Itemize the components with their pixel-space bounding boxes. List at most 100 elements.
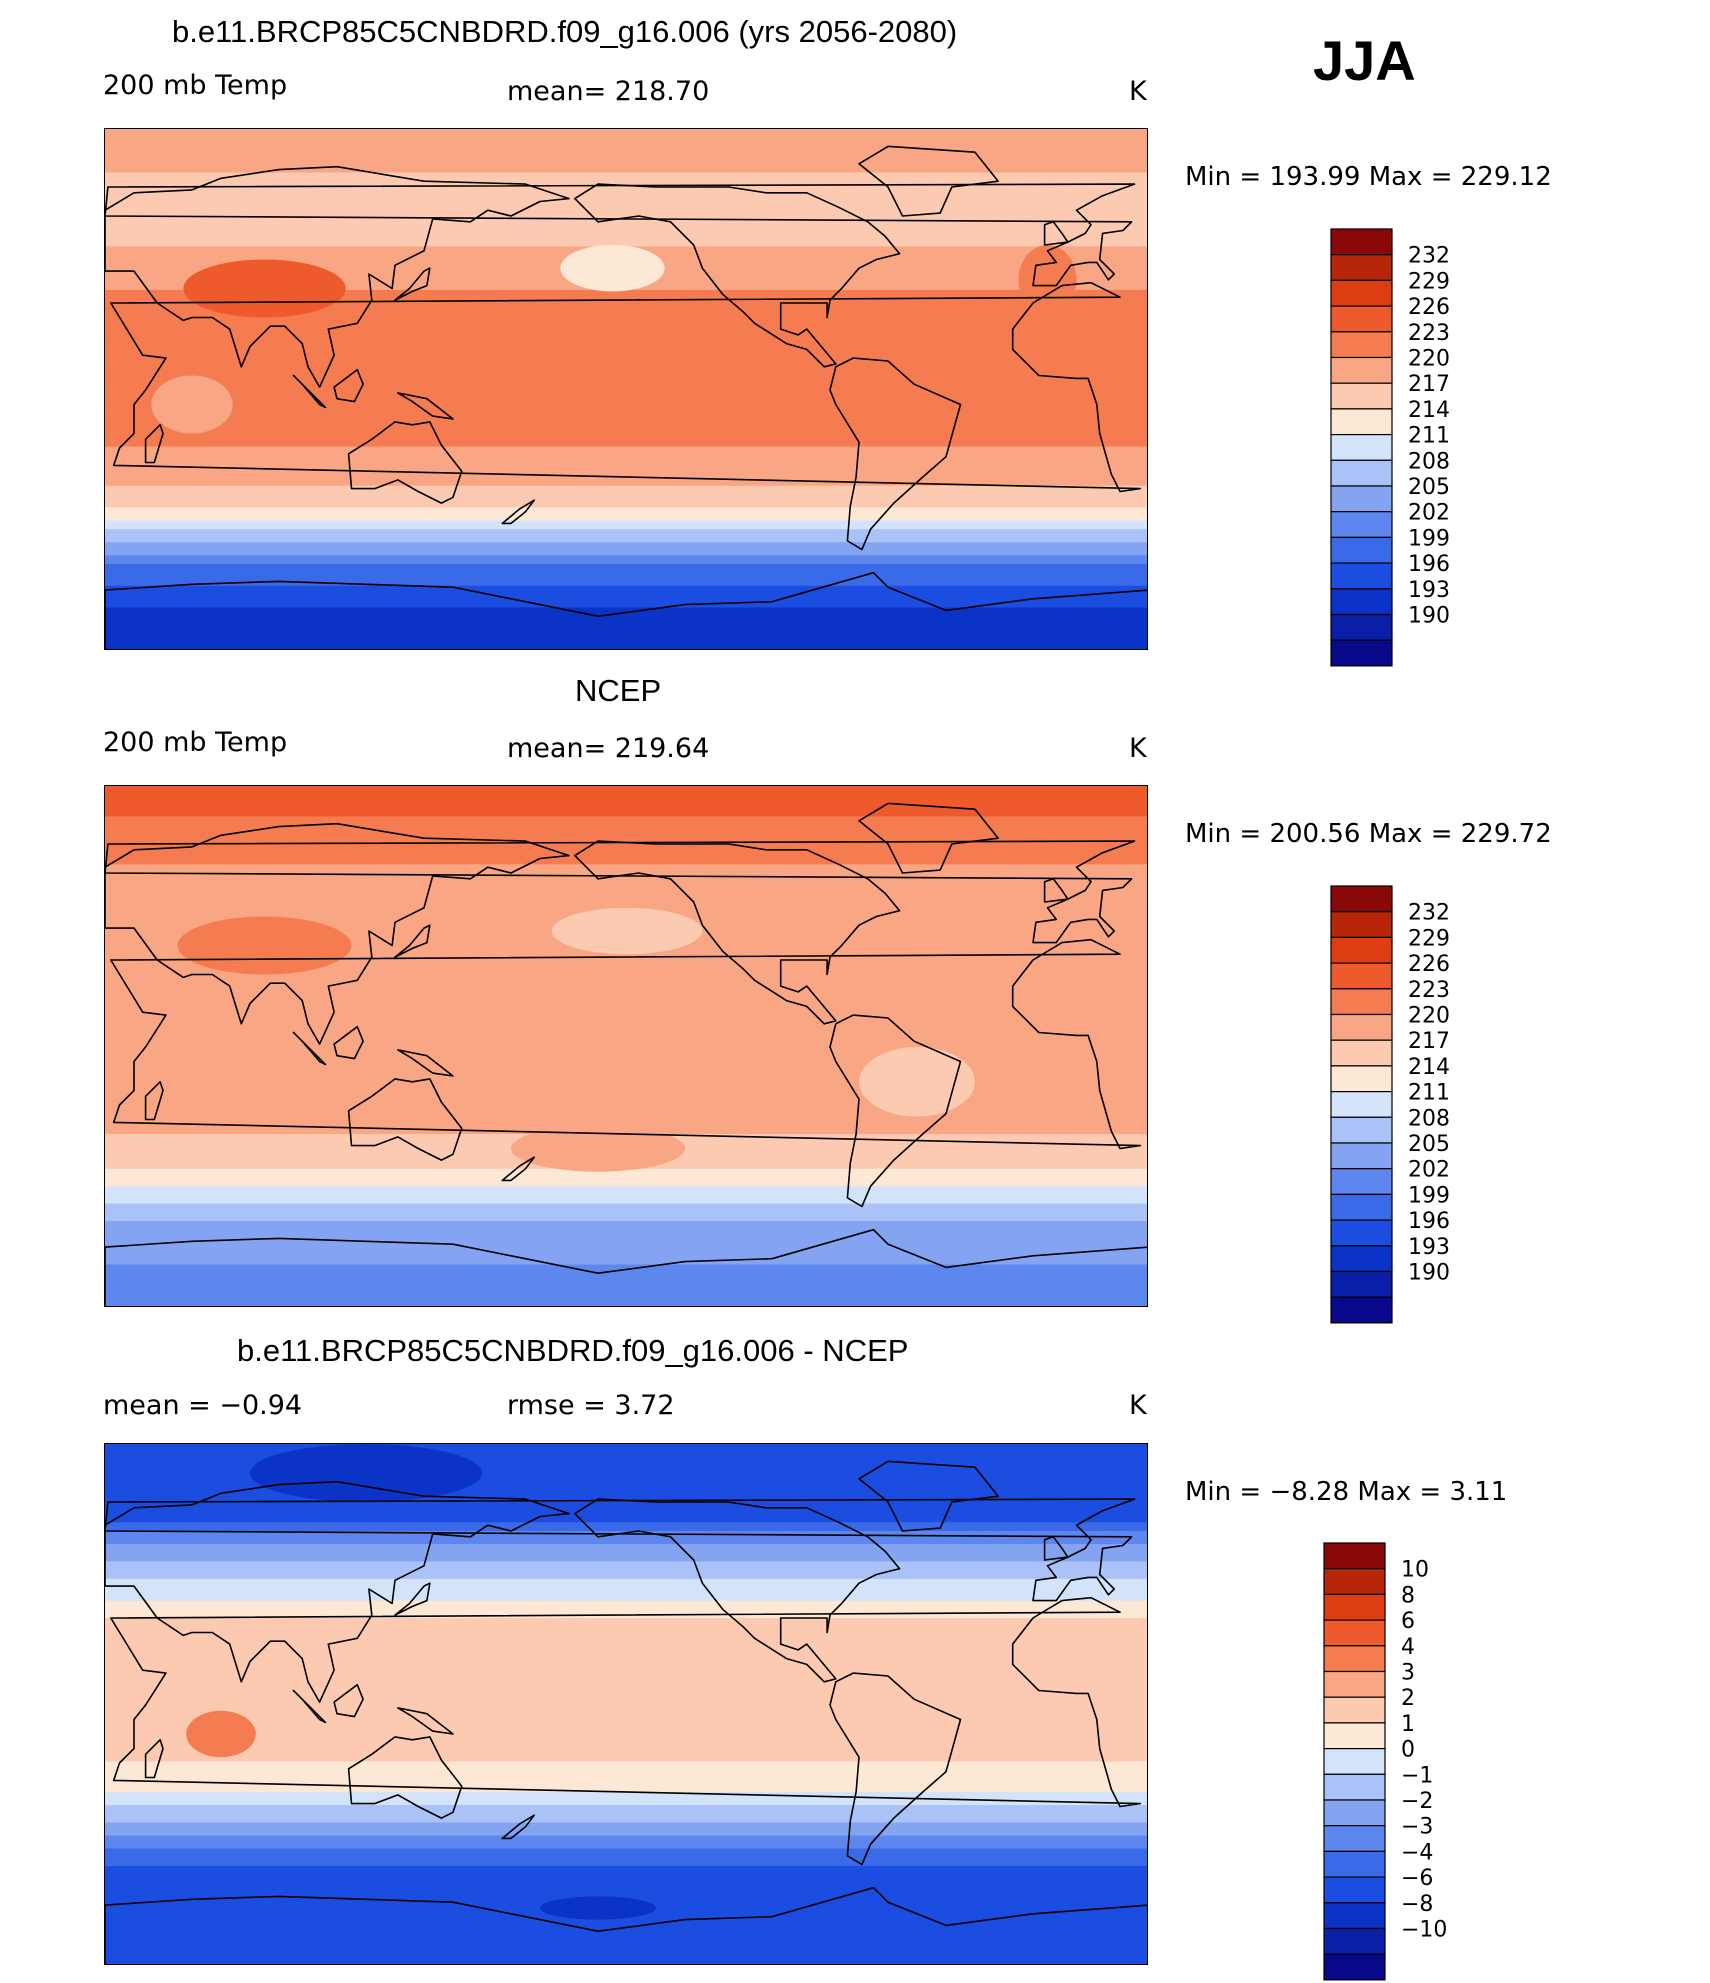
contour-band <box>105 786 1147 791</box>
contour-band <box>105 1461 1147 1467</box>
contour-band <box>105 394 1147 400</box>
contour-band <box>105 1186 1147 1192</box>
contour-band <box>105 1613 1147 1619</box>
contour-band <box>105 133 1147 139</box>
colorbar-swatch <box>1323 1619 1386 1647</box>
contour-band <box>105 211 1147 217</box>
colorbar-tick-label: 196 <box>1408 552 1450 577</box>
land-sumatra <box>292 1689 327 1724</box>
contour-band <box>105 1570 1147 1576</box>
map-field <box>105 1444 1147 1964</box>
contour-band <box>105 1657 1147 1663</box>
colorbar-swatch <box>1330 254 1393 281</box>
colorbar-tick-label: 193 <box>1408 1235 1450 1260</box>
contour-band <box>105 1181 1147 1187</box>
colorbar-tick-label: 190 <box>1408 603 1450 628</box>
contour-band <box>105 237 1147 243</box>
contour-band <box>105 794 1147 800</box>
colorbar-tick-label: 3 <box>1401 1660 1415 1685</box>
contour-band <box>105 433 1147 439</box>
contour-band <box>105 899 1147 905</box>
contour-band <box>105 1042 1147 1048</box>
contour-band <box>105 620 1147 626</box>
contour-band <box>105 1709 1147 1715</box>
colorbar-swatch <box>1330 1142 1393 1170</box>
land-australia <box>347 421 463 504</box>
colorbar-swatch <box>1330 1296 1393 1324</box>
land-madagascar <box>144 1738 164 1779</box>
land-africa <box>110 281 1142 493</box>
colorbar-tick-label: 229 <box>1408 926 1450 951</box>
contour-band <box>105 825 1147 831</box>
contour-band <box>105 1879 1147 1884</box>
contour-band <box>105 498 1147 504</box>
land-greenland <box>858 145 1000 217</box>
contour-band <box>105 233 1147 239</box>
contour-band <box>105 886 1147 891</box>
colorbar-swatch <box>1323 1953 1386 1981</box>
contour-band <box>105 1961 1147 1964</box>
contour-band <box>105 1016 1147 1022</box>
contour-band <box>105 372 1147 378</box>
contour-band <box>105 1635 1147 1641</box>
panel3-colorbar: 10 8 6 4 3 2 1 0 −1 −2 −3 −4 −6 −8 −10 <box>1323 1542 1473 1983</box>
contour-band <box>105 1774 1147 1780</box>
contour-band <box>105 1221 1147 1226</box>
contour-band <box>105 1687 1147 1693</box>
contour-band <box>105 294 1147 300</box>
contour-band <box>105 1796 1147 1802</box>
contour-band <box>105 1818 1147 1824</box>
colorbar-swatch <box>1330 885 1393 913</box>
contour-band <box>105 990 1147 996</box>
contour-band <box>105 1957 1147 1963</box>
colorbar-tick-label: 223 <box>1408 321 1450 346</box>
contour-band <box>105 1778 1147 1784</box>
contour-band <box>105 463 1147 469</box>
colorbar-tick-label: −10 <box>1401 1917 1447 1942</box>
contour-band <box>105 1116 1147 1122</box>
contour-band <box>105 594 1147 600</box>
contour-band <box>105 1935 1147 1941</box>
land-madagascar <box>144 1080 164 1121</box>
colorbar-swatch <box>1330 588 1393 616</box>
colorbar-swatch <box>1323 1696 1386 1724</box>
contour-band <box>105 603 1147 609</box>
contour-band <box>105 1483 1147 1489</box>
contour-band <box>105 1539 1147 1545</box>
contour-band <box>105 559 1147 565</box>
colorbar-tick-label: 226 <box>1408 952 1450 977</box>
colorbar-tick-label: 217 <box>1408 1029 1450 1054</box>
colorbar-swatch <box>1330 331 1393 359</box>
land-europe <box>105 1498 1136 1602</box>
contour-band <box>105 1761 1147 1767</box>
colorbar-swatch <box>1330 536 1393 564</box>
land-asia <box>105 1480 570 1703</box>
contour-anomaly <box>1018 245 1077 315</box>
contour-band <box>105 977 1147 983</box>
colorbar-swatch <box>1330 562 1393 590</box>
contour-band <box>105 868 1147 874</box>
contour-band <box>105 1544 1147 1549</box>
contour-band <box>105 1268 1147 1274</box>
contour-band <box>105 1722 1147 1728</box>
contour-band <box>105 142 1147 147</box>
contour-band <box>105 1038 1147 1044</box>
contour-band <box>105 1783 1147 1789</box>
contour-band <box>105 320 1147 326</box>
colorbar-tick-label: 199 <box>1408 526 1450 551</box>
panel2-min-max: Min = 200.56 Max = 229.72 <box>1185 819 1552 849</box>
contour-band <box>105 494 1147 500</box>
contour-band <box>105 637 1147 643</box>
land-north-america <box>573 183 901 368</box>
contour-band <box>105 633 1147 639</box>
contour-band <box>105 1765 1147 1771</box>
contour-band <box>105 955 1147 961</box>
contour-band <box>105 1003 1147 1009</box>
contour-band <box>105 1242 1147 1248</box>
land-asia <box>105 165 570 388</box>
contour-anomaly <box>151 375 233 434</box>
contour-band <box>105 1055 1147 1061</box>
contour-band <box>105 546 1147 552</box>
contour-band <box>105 1813 1147 1819</box>
contour-band <box>105 611 1147 617</box>
